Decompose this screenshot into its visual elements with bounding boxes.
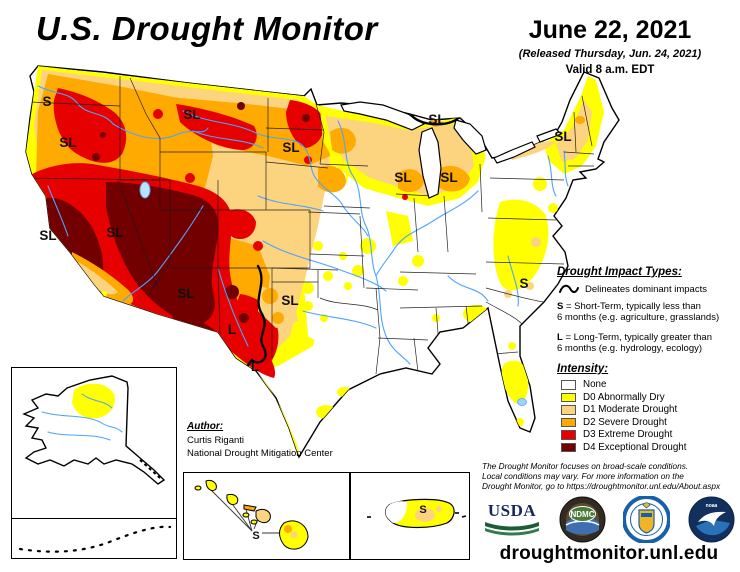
short-term-text: = Short-Term, typically less than 6 mont…: [557, 301, 720, 324]
site-url: droughtmonitor.unl.edu: [499, 543, 719, 564]
legend-panel: Drought Impact Types: Delineates dominan…: [557, 266, 739, 455]
intensity-row-d4: D4 Exceptional Drought: [561, 442, 739, 453]
noaa-logo: noaa: [688, 496, 735, 543]
usda-logo: USDA: [483, 502, 541, 537]
short-term-definition: S = Short-Term, typically less than 6 mo…: [557, 301, 739, 324]
impact-label-sl: SL: [106, 225, 123, 240]
great-salt-lake: [139, 181, 151, 199]
intensity-swatch-d3: [561, 430, 576, 440]
intensity-swatch-d1: [561, 405, 576, 415]
usda-logo-stripes: [485, 522, 539, 536]
lake-superior: [340, 101, 426, 131]
impact-label-sl: SL: [39, 228, 56, 243]
alaska-inset: [11, 367, 177, 519]
aleutians-inset: [11, 518, 177, 559]
map-date: June 22, 2021: [528, 16, 692, 44]
puerto-rico-impact-label: S: [419, 504, 426, 516]
impact-label-sl: SL: [281, 293, 298, 308]
hawaii-inset: S: [183, 472, 350, 560]
intensity-row-d1: D1 Moderate Drought: [561, 404, 739, 415]
impact-label-l: L: [251, 359, 259, 374]
impact-label-s: S: [519, 276, 528, 291]
commerce-logo: [623, 496, 671, 543]
intensity-swatch-d0: [561, 392, 576, 403]
lake-okeechobee: [517, 398, 527, 406]
ndmc-logo-text: NDMC: [570, 510, 594, 519]
disclaimer-line-3: Drought Monitor, go to https://droughtmo…: [482, 481, 721, 492]
impact-types-heading: Drought Impact Types:: [557, 266, 682, 278]
alaska-outline: [22, 375, 166, 485]
page-title: U.S. Drought Monitor: [36, 10, 378, 47]
short-term-lead: S: [557, 301, 564, 312]
intensity-row-none: None: [561, 379, 739, 390]
hawaii-impact-label: S: [252, 530, 259, 542]
intensity-row-d3: D3 Extreme Drought: [561, 429, 739, 440]
usda-logo-text: USDA: [487, 501, 537, 520]
puerto-rico-d1-region: [415, 508, 435, 522]
lake-huron: [453, 119, 487, 155]
author-heading: Author:: [187, 421, 224, 432]
impact-label-sl: SL: [59, 135, 76, 150]
impact-label-s: S: [42, 94, 51, 109]
intensity-heading: Intensity:: [557, 362, 609, 375]
intensity-row-d2: D2 Severe Drought: [561, 417, 739, 428]
state-borders: [26, 76, 595, 375]
impact-label-sl: SL: [554, 129, 571, 144]
delineation-squiggle-icon: [559, 284, 579, 294]
great-lakes: [340, 101, 563, 199]
disclaimer-line-1: The Drought Monitor focuses on broad-sca…: [482, 461, 689, 471]
puerto-rico-d1-spot: [436, 506, 442, 512]
intensity-swatch-none: [561, 380, 576, 390]
impact-label-sl: SL: [394, 170, 411, 185]
intensity-swatch-d2: [561, 417, 576, 428]
release-date: (Released Thursday, Jun. 24, 2021): [518, 48, 702, 60]
ndmc-logo: NDMC: [559, 496, 606, 543]
author-block: Author: Curtis Riganti National Drought …: [187, 420, 362, 460]
delineates-label: Delineates dominant impacts: [585, 283, 707, 295]
hawaii-islands: [194, 480, 309, 550]
noaa-logo-text: noaa: [706, 503, 718, 509]
author-name: Curtis Riganti: [187, 435, 245, 447]
alaska-d0-region: [72, 383, 116, 419]
impact-label-l: L: [228, 322, 236, 337]
date-block: June 22, 2021 (Released Thursday, Jun. 2…: [470, 16, 740, 76]
puerto-rico-small-islands: [367, 512, 467, 518]
disclaimer-text: The Drought Monitor focuses on broad-sca…: [482, 461, 740, 491]
alaska-panhandle-islands: [139, 459, 161, 479]
alaska-rivers: [41, 393, 123, 441]
aleutian-islands-chain: [18, 525, 172, 553]
puerto-rico-none-region: [385, 501, 407, 523]
long-term-lead: L: [557, 331, 563, 343]
impact-label-sl: SL: [440, 170, 457, 185]
impact-label-sl: SL: [177, 286, 194, 301]
long-term-definition: L = Long-Term, typically greater than 6 …: [557, 332, 739, 355]
lake-michigan: [418, 127, 442, 199]
lake-erie: [493, 141, 536, 164]
rivers: [37, 85, 569, 365]
long-term-text: = Long-Term, typically greater than 6 mo…: [557, 331, 712, 355]
disclaimer-line-2: Local conditions may vary. For more info…: [482, 471, 684, 482]
agency-logos: USDA NDMC: [483, 495, 735, 544]
hawaii-pointer-lines: [209, 488, 284, 534]
impact-label-sl: SL: [428, 112, 445, 127]
author-org: National Drought Mitigation Center: [187, 447, 333, 459]
intensity-row-d0: D0 Abnormally Dry: [561, 392, 739, 403]
intensity-swatch-d4: [561, 442, 576, 453]
puerto-rico-inset: S: [350, 472, 470, 560]
impact-label-sl: SL: [183, 107, 200, 122]
impact-label-sl: SL: [282, 140, 299, 155]
lake-ontario: [536, 128, 563, 143]
